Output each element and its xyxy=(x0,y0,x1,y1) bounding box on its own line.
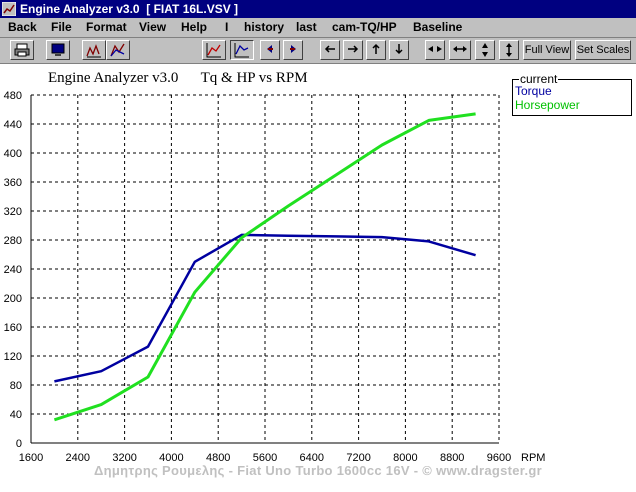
menu-file[interactable]: File xyxy=(51,20,72,34)
compress-horizontal-button[interactable] xyxy=(425,40,445,60)
footer-credit: Δημητρης Ρουμελης - Fiat Uno Turbo 1600c… xyxy=(94,463,542,478)
series-line-torque xyxy=(54,233,476,383)
x-tick-label: 5600 xyxy=(253,452,277,464)
y-tick-label: 200 xyxy=(4,293,22,305)
legend-title: current xyxy=(519,72,559,86)
app-icon xyxy=(2,2,16,16)
x-tick-label: 1600 xyxy=(19,452,43,464)
chart-title: Engine Analyzer v3.0 Tq & HP vs RPM xyxy=(48,70,308,86)
menu-view[interactable]: View xyxy=(139,20,167,34)
arrow-left-icon xyxy=(324,45,335,53)
y-tick-label: 400 xyxy=(4,148,22,160)
expand-vertical-icon xyxy=(506,43,512,57)
x-tick-label: 6400 xyxy=(300,452,324,464)
y-tick-label: 120 xyxy=(4,351,22,363)
menu-format[interactable]: Format xyxy=(86,20,127,34)
menu-cam-tq-hp[interactable]: cam-TQ/HP xyxy=(332,20,397,34)
pan-down-button[interactable] xyxy=(389,40,409,60)
menu-history[interactable]: history xyxy=(244,20,285,34)
x-tick-label: 3200 xyxy=(112,452,136,464)
arrow-right-icon xyxy=(348,45,359,53)
compress-horizontal-icon xyxy=(428,46,442,52)
y-tick-label: 320 xyxy=(4,206,22,218)
chart-active-button[interactable] xyxy=(230,40,254,60)
legend: current Torque Horsepower xyxy=(512,72,632,116)
mountain-chart-button[interactable] xyxy=(106,40,130,60)
y-tick-label: 80 xyxy=(10,380,22,392)
y-tick-label: 360 xyxy=(4,177,22,189)
monitor-icon xyxy=(51,43,65,56)
full-view-button[interactable]: Full View xyxy=(523,40,571,60)
y-tick-label: 40 xyxy=(10,409,22,421)
print-button[interactable] xyxy=(10,40,34,60)
title-bar: Engine Analyzer v3.0 [ FIAT 16L.VSV ] xyxy=(0,0,636,18)
x-tick-label: 7200 xyxy=(346,452,370,464)
arrow-left-icon xyxy=(267,45,273,53)
chart-active-icon xyxy=(234,43,249,58)
menu-baseline[interactable]: Baseline xyxy=(413,20,463,34)
expand-horizontal-icon xyxy=(453,46,467,52)
toolbar: Full View Set Scales xyxy=(0,38,636,64)
x-tick-label: 4800 xyxy=(206,452,230,464)
set-scales-button[interactable]: Set Scales xyxy=(575,40,631,60)
y-tick-label: 440 xyxy=(4,119,22,131)
arrow-up-icon xyxy=(372,43,380,54)
prev-button[interactable] xyxy=(260,40,280,60)
pan-right-button[interactable] xyxy=(343,40,363,60)
x-tick-label: 8800 xyxy=(440,452,464,464)
x-tick-label: 9600 xyxy=(487,452,511,464)
arrow-down-icon xyxy=(395,44,403,55)
y-tick-label: 280 xyxy=(4,235,22,247)
chart-toggle-icon xyxy=(206,43,221,58)
x-tick-label: 8000 xyxy=(393,452,417,464)
x-tick-label: 4000 xyxy=(159,452,183,464)
print-icon xyxy=(14,43,30,57)
menu-bar: Back File Format View Help I history las… xyxy=(0,18,636,38)
monitor-button[interactable] xyxy=(46,40,70,60)
y-tick-label: 0 xyxy=(16,438,22,450)
legend-item-horsepower: Horsepower xyxy=(515,98,580,112)
pan-up-button[interactable] xyxy=(366,40,386,60)
menu-i[interactable]: I xyxy=(225,20,229,34)
arrow-right-icon xyxy=(290,45,296,53)
curve-chart-button[interactable] xyxy=(82,40,106,60)
chart-area: Engine Analyzer v3.0 Tq & HP vs RPM 0 40 80… xyxy=(0,64,636,487)
menu-back[interactable]: Back xyxy=(8,20,37,34)
compress-vertical-button[interactable] xyxy=(475,40,495,60)
expand-vertical-button[interactable] xyxy=(499,40,519,60)
compress-vertical-icon xyxy=(482,43,488,57)
menu-help[interactable]: Help xyxy=(181,20,208,34)
menu-last[interactable]: last xyxy=(296,20,317,34)
x-tick-label: 2400 xyxy=(66,452,90,464)
window-title: Engine Analyzer v3.0 [ FIAT 16L.VSV ] xyxy=(20,2,239,16)
y-tick-label: 240 xyxy=(4,264,22,276)
pan-left-button[interactable] xyxy=(320,40,340,60)
legend-item-torque: Torque xyxy=(515,84,552,98)
mountain-chart-icon xyxy=(110,43,125,57)
next-button[interactable] xyxy=(283,40,303,60)
y-tick-label: 160 xyxy=(4,322,22,334)
series-line-horsepower xyxy=(53,112,476,422)
expand-horizontal-button[interactable] xyxy=(449,40,471,60)
y-tick-label: 480 xyxy=(4,90,22,102)
curve-chart-icon xyxy=(86,44,101,58)
x-axis-label: RPM xyxy=(521,452,545,464)
chart-toggle-button[interactable] xyxy=(202,40,226,60)
engine-chart: Engine Analyzer v3.0 Tq & HP vs RPM 0 40 80… xyxy=(4,70,546,464)
